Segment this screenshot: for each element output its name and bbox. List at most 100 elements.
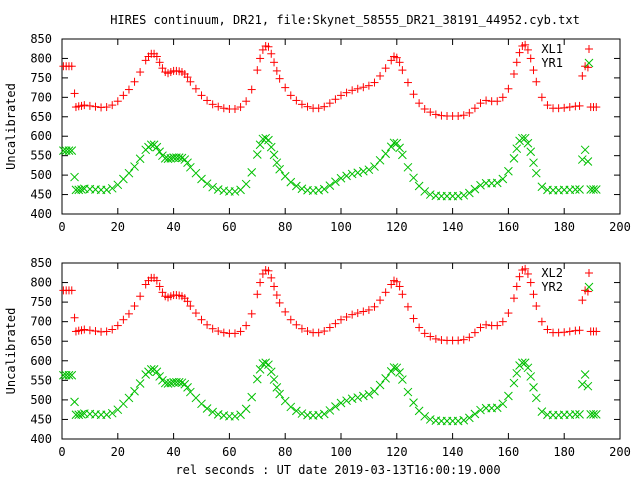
data-point (482, 96, 491, 105)
data-point (77, 185, 86, 194)
data-point (453, 416, 463, 426)
data-point (286, 177, 296, 187)
data-point (509, 294, 518, 303)
data-point (459, 190, 469, 200)
data-point (364, 165, 374, 175)
data-point (70, 313, 79, 322)
x-tick-label: 120 (386, 220, 408, 234)
legend-label: XL2 (541, 266, 563, 280)
data-point (124, 168, 134, 178)
data-point (420, 105, 429, 113)
legend-marker (584, 282, 594, 292)
x-tick-label: 80 (278, 445, 292, 459)
data-point (266, 142, 276, 152)
data-point (130, 302, 139, 311)
data-point (242, 97, 251, 106)
data-point (272, 291, 281, 300)
data-point (347, 169, 357, 179)
data-point (146, 365, 156, 374)
data-point (155, 282, 164, 291)
data-point (77, 410, 86, 419)
data-point (359, 307, 368, 316)
data-point (425, 415, 435, 424)
data-point (267, 273, 276, 282)
data-point (532, 302, 541, 311)
data-point (575, 101, 584, 110)
data-point (577, 155, 587, 164)
data-point (255, 140, 265, 150)
data-point (108, 325, 117, 334)
data-point (91, 102, 100, 111)
x-axis-label: rel seconds : UT date 2019-03-13T16:00:1… (175, 463, 500, 477)
data-point (219, 104, 228, 113)
data-point (565, 103, 574, 112)
data-point (269, 375, 279, 384)
data-point (386, 366, 396, 376)
data-point (230, 187, 240, 196)
chart-title: HIRES continuum, DR21, file:Skynet_58555… (110, 13, 580, 27)
data-point (498, 93, 507, 102)
data-point (177, 378, 187, 388)
data-point (392, 138, 402, 148)
data-point (521, 264, 530, 273)
data-point (272, 66, 281, 75)
data-point (431, 334, 440, 343)
data-point (358, 391, 368, 401)
data-point (398, 290, 407, 299)
data-point (520, 358, 530, 368)
x-tick-label: 140 (442, 220, 464, 234)
data-point (325, 323, 334, 332)
data-point (509, 154, 519, 163)
data-point (107, 183, 117, 193)
data-point (203, 96, 212, 105)
data-point (275, 164, 284, 174)
data-point (403, 387, 413, 397)
data-point (197, 91, 206, 100)
data-point (577, 379, 587, 389)
data-point (208, 407, 218, 417)
data-point (398, 375, 407, 384)
data-point (392, 53, 401, 62)
data-point (526, 372, 536, 381)
y-tick-label: 700 (30, 90, 52, 104)
data-point (136, 68, 145, 77)
data-point (91, 327, 100, 336)
data-point (578, 71, 587, 80)
y-tick-label: 750 (30, 71, 52, 85)
data-point (102, 103, 111, 112)
x-tick-label: 20 (111, 445, 125, 459)
data-point (155, 58, 164, 67)
y-tick-label: 800 (30, 276, 52, 290)
data-point (85, 101, 94, 110)
data-point (292, 406, 301, 416)
data-point (255, 365, 265, 374)
data-point (398, 150, 407, 160)
data-point (409, 90, 418, 99)
data-point (415, 323, 424, 332)
data-point (119, 91, 128, 100)
data-point (509, 378, 519, 388)
y-tick-label: 550 (30, 149, 52, 163)
data-point (247, 309, 256, 318)
data-point (493, 97, 502, 106)
x-tick-label: 160 (498, 220, 520, 234)
data-point (336, 173, 346, 183)
data-point (331, 402, 340, 411)
data-point (342, 171, 351, 181)
x-tick-label: 160 (498, 445, 520, 459)
data-point (381, 149, 390, 159)
data-point (183, 73, 192, 82)
data-point (152, 52, 161, 61)
data-point (241, 179, 251, 189)
data-point (292, 181, 301, 191)
data-point (186, 77, 195, 86)
data-point (213, 185, 223, 194)
x-tick-label: 120 (386, 445, 408, 459)
data-point (498, 399, 508, 409)
data-point (420, 329, 429, 338)
data-point (504, 84, 513, 93)
data-point (135, 154, 145, 164)
data-point (337, 91, 345, 100)
data-point (370, 78, 379, 87)
data-point (531, 168, 541, 178)
